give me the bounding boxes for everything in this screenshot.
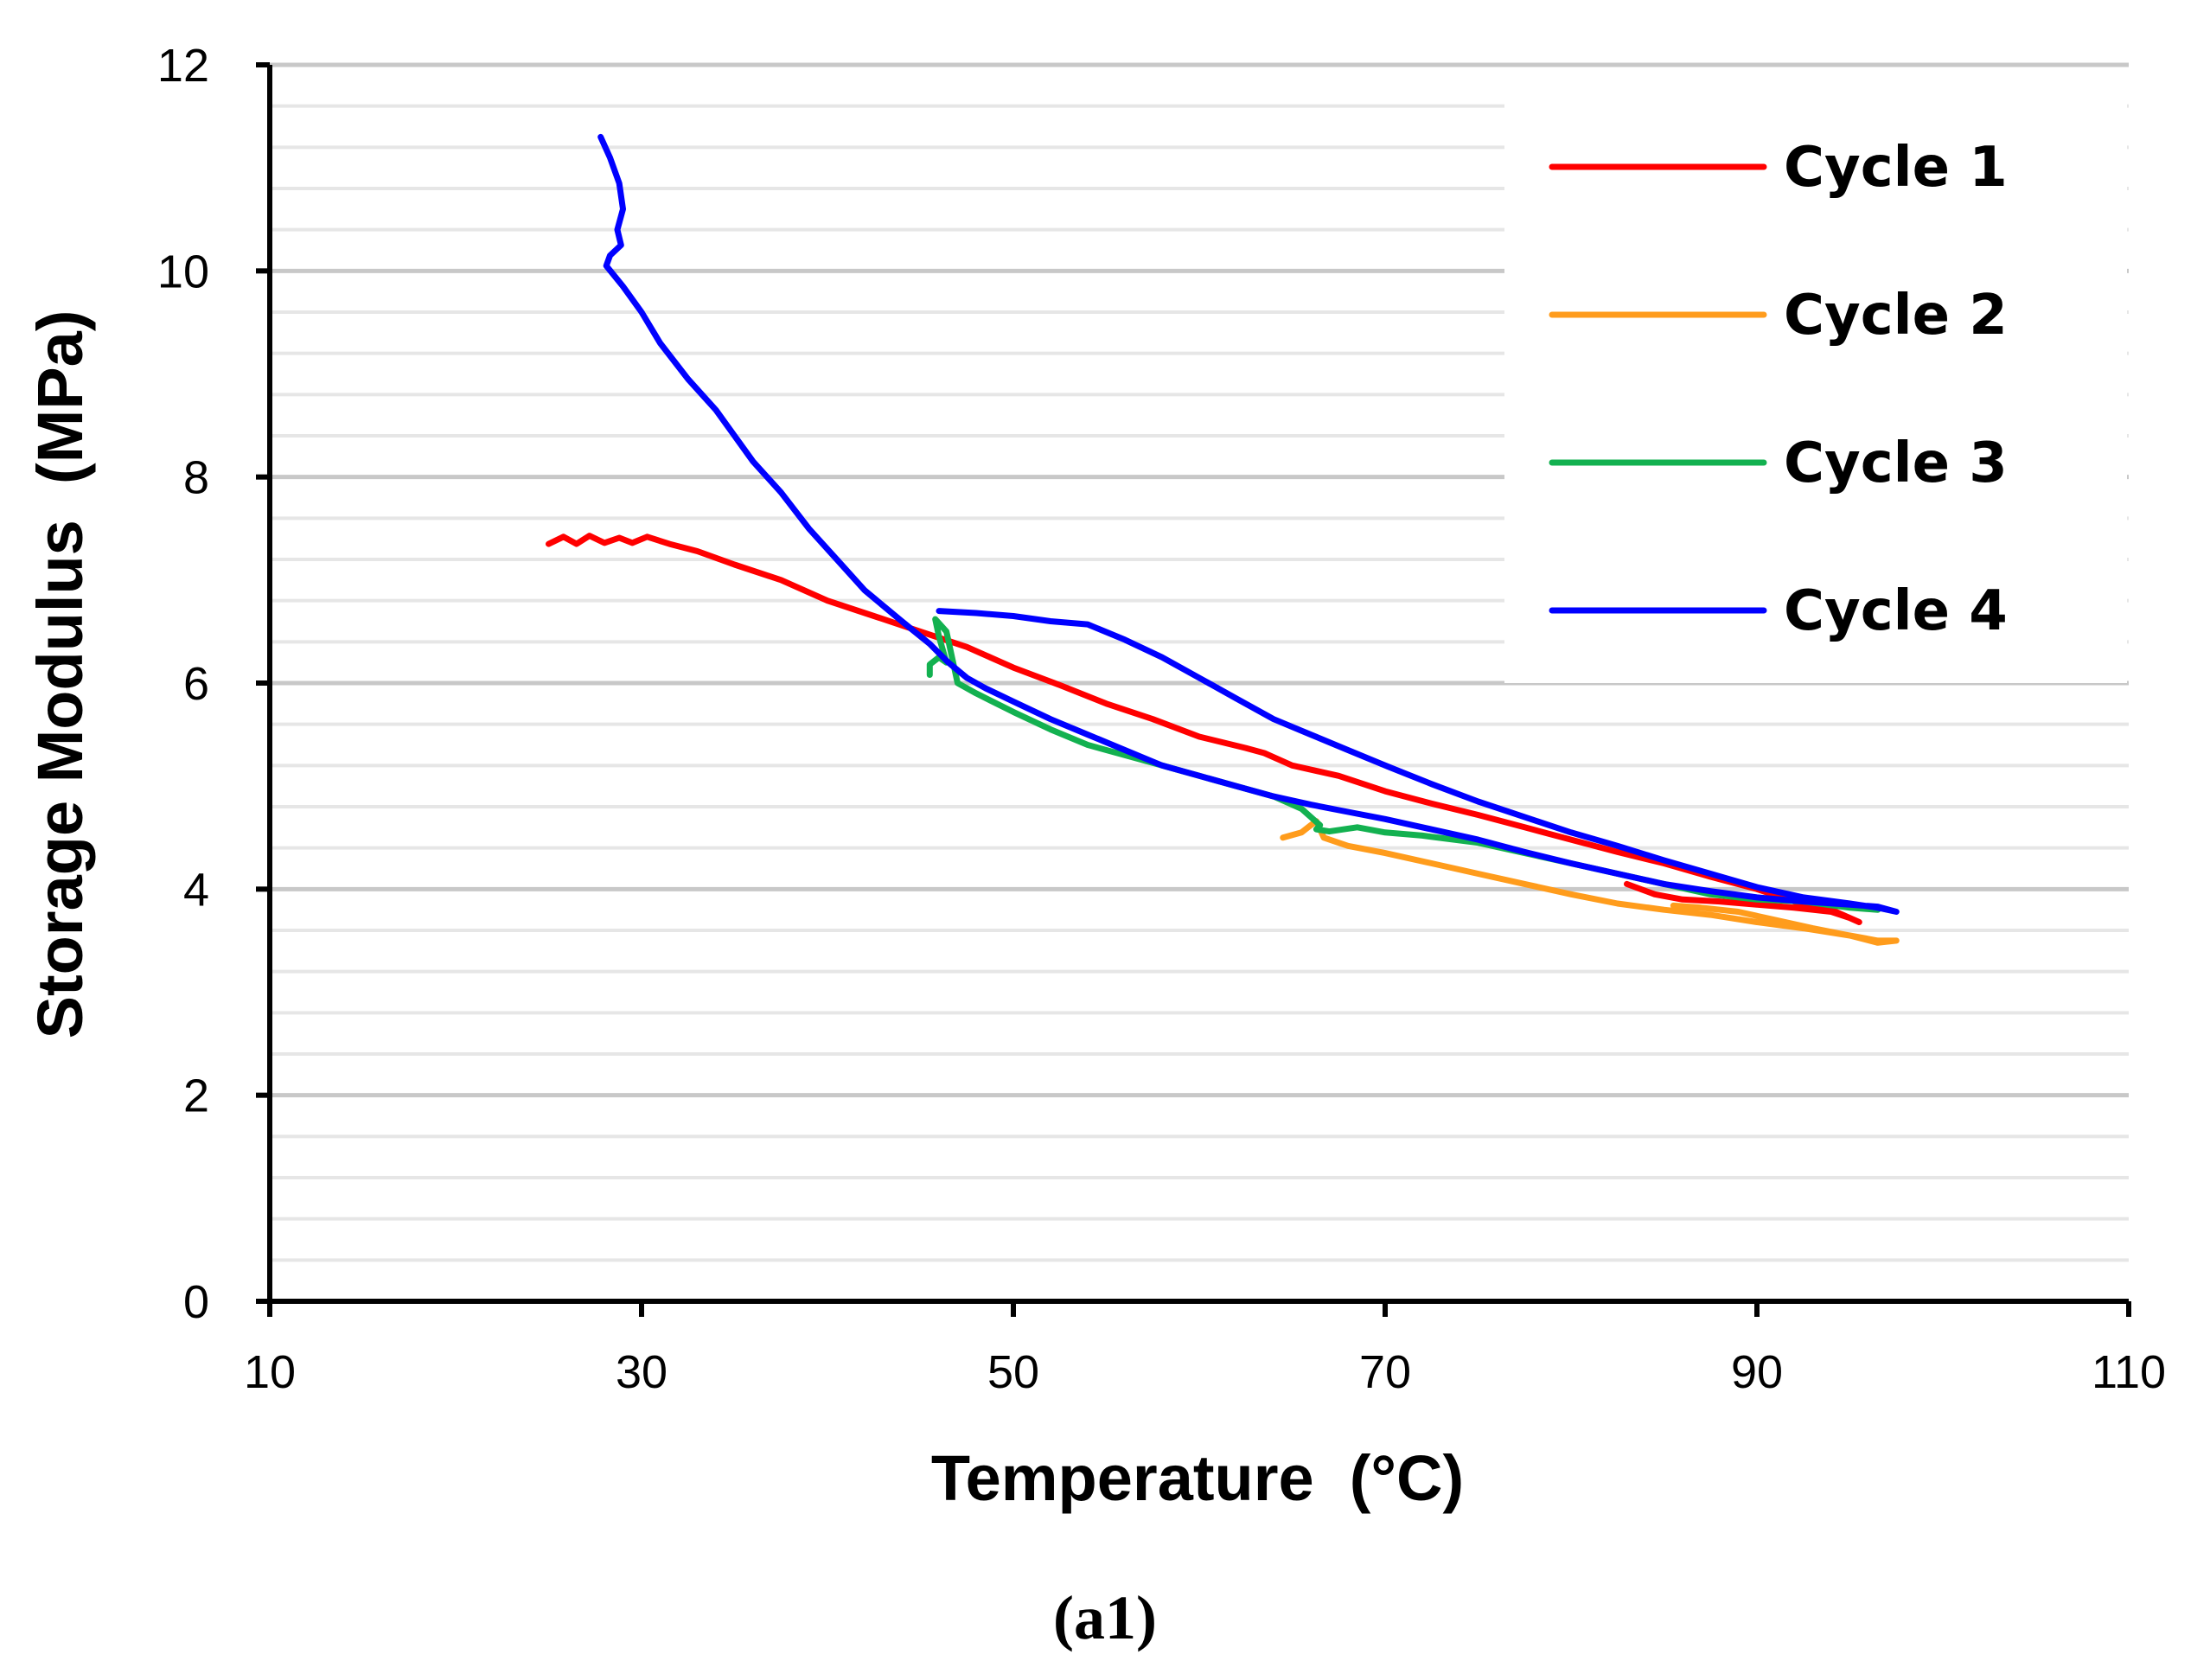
- series-line-cycle-4: [597, 133, 1900, 915]
- legend-background: [1504, 95, 2127, 683]
- y-tick-label: 2: [183, 1070, 209, 1122]
- y-tick-label: 8: [183, 452, 209, 504]
- x-axis-title: Temperature (°C): [931, 1442, 1464, 1514]
- tick-labels: 0 2 4 6 8 10 12 10 30 50 70 90 110: [157, 40, 2166, 1398]
- legend-label-cycle-4: Cycle 4: [1784, 579, 2008, 643]
- axes: [256, 62, 2131, 1317]
- x-tick-label: 10: [244, 1346, 296, 1398]
- y-tick-label: 6: [183, 658, 209, 710]
- legend-label-cycle-3: Cycle 3: [1784, 431, 2008, 495]
- y-tick-label: 4: [183, 864, 209, 916]
- x-tick-label: 30: [616, 1346, 667, 1398]
- x-tick-label: 90: [1731, 1346, 1783, 1398]
- panel-label: (a1): [1053, 1583, 1157, 1652]
- y-tick-label: 10: [157, 246, 209, 297]
- y-axis-title: Storage Modulus (MPa): [24, 310, 96, 1039]
- legend-label-cycle-1: Cycle 1: [1784, 136, 2008, 200]
- legend: Cycle 1 Cycle 2 Cycle 3 Cycle 4: [1549, 136, 2008, 643]
- y-tick-label: 0: [183, 1276, 209, 1328]
- legend-label-cycle-2: Cycle 2: [1784, 284, 2008, 348]
- series-line-cycle-2: [1280, 818, 1900, 946]
- data-series: [546, 133, 1900, 946]
- x-tick-label: 110: [2092, 1346, 2166, 1398]
- x-tick-label: 50: [987, 1346, 1039, 1398]
- y-tick-label: 12: [157, 40, 209, 92]
- series-line-cycle-1: [546, 533, 1862, 925]
- x-tick-label: 70: [1359, 1346, 1411, 1398]
